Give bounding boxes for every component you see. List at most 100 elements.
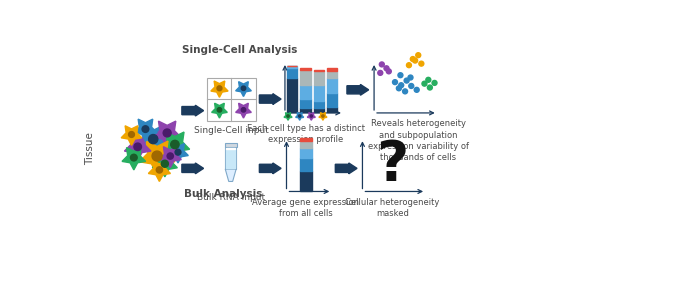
- Bar: [313, 71, 324, 85]
- Circle shape: [422, 81, 427, 86]
- Circle shape: [378, 70, 383, 75]
- Polygon shape: [211, 81, 228, 97]
- Circle shape: [407, 63, 411, 68]
- Circle shape: [167, 153, 173, 159]
- Bar: [301, 141, 312, 148]
- Circle shape: [156, 167, 163, 173]
- Text: Average gene expression
from all cells: Average gene expression from all cells: [252, 198, 359, 218]
- Circle shape: [322, 115, 324, 117]
- Bar: [226, 148, 235, 149]
- Polygon shape: [182, 163, 203, 174]
- Circle shape: [410, 57, 415, 62]
- Bar: [301, 85, 311, 99]
- Circle shape: [392, 80, 398, 85]
- Bar: [327, 71, 337, 78]
- Circle shape: [129, 132, 135, 137]
- Polygon shape: [259, 163, 281, 174]
- Circle shape: [415, 53, 421, 58]
- Bar: [327, 68, 337, 71]
- Bar: [327, 107, 337, 112]
- Bar: [287, 67, 297, 78]
- Circle shape: [134, 143, 141, 151]
- Polygon shape: [211, 103, 227, 118]
- Bar: [301, 138, 312, 141]
- Circle shape: [310, 115, 312, 117]
- Polygon shape: [153, 121, 181, 148]
- Polygon shape: [347, 84, 369, 95]
- Circle shape: [414, 87, 419, 92]
- Bar: [313, 100, 324, 108]
- Bar: [313, 70, 324, 71]
- Text: Single-Cell Analysis: Single-Cell Analysis: [182, 45, 298, 55]
- Polygon shape: [296, 113, 304, 120]
- Circle shape: [396, 86, 401, 91]
- Bar: [224, 143, 237, 147]
- Text: Tissue: Tissue: [86, 132, 95, 165]
- Polygon shape: [160, 132, 190, 160]
- Bar: [287, 66, 297, 67]
- Text: Bulk RNA input: Bulk RNA input: [197, 193, 265, 202]
- Polygon shape: [236, 103, 252, 118]
- Polygon shape: [139, 141, 175, 175]
- Polygon shape: [137, 125, 169, 156]
- Circle shape: [428, 85, 432, 90]
- Circle shape: [403, 89, 407, 94]
- Bar: [225, 147, 236, 169]
- Text: Single-Cell input: Single-Cell input: [194, 126, 269, 135]
- Circle shape: [398, 83, 404, 88]
- Bar: [301, 68, 311, 70]
- Circle shape: [404, 78, 409, 83]
- Circle shape: [163, 129, 171, 137]
- Polygon shape: [152, 153, 177, 177]
- Circle shape: [419, 61, 424, 66]
- Bar: [207, 78, 256, 121]
- Polygon shape: [319, 113, 327, 120]
- Circle shape: [241, 108, 245, 112]
- Text: ?: ?: [377, 137, 409, 192]
- Circle shape: [386, 69, 391, 74]
- Text: Bulk Analysis: Bulk Analysis: [184, 189, 262, 199]
- Text: Each cell type has a distinct
expression profile: Each cell type has a distinct expression…: [247, 124, 365, 144]
- Circle shape: [217, 108, 222, 112]
- Bar: [313, 108, 324, 112]
- Circle shape: [409, 84, 413, 88]
- Polygon shape: [148, 161, 171, 181]
- Circle shape: [217, 86, 222, 91]
- Polygon shape: [182, 105, 203, 116]
- Circle shape: [142, 126, 149, 132]
- Circle shape: [432, 81, 437, 85]
- Polygon shape: [134, 119, 157, 142]
- Circle shape: [299, 115, 301, 117]
- Circle shape: [161, 160, 169, 167]
- Polygon shape: [225, 169, 236, 181]
- Polygon shape: [124, 136, 151, 161]
- Bar: [313, 85, 324, 100]
- Text: Reveals heterogeneity
and subpopulation
expression variability of
thousands of c: Reveals heterogeneity and subpopulation …: [368, 119, 469, 162]
- Circle shape: [241, 86, 245, 91]
- Circle shape: [398, 73, 403, 78]
- Circle shape: [379, 62, 384, 67]
- Polygon shape: [159, 147, 182, 168]
- Bar: [301, 108, 311, 112]
- Circle shape: [408, 75, 413, 80]
- Polygon shape: [122, 148, 146, 170]
- Polygon shape: [284, 113, 292, 120]
- Bar: [226, 149, 235, 168]
- Bar: [301, 171, 312, 191]
- Polygon shape: [236, 82, 252, 96]
- Circle shape: [149, 134, 158, 144]
- Bar: [327, 78, 337, 93]
- Bar: [287, 78, 297, 112]
- Polygon shape: [168, 144, 188, 163]
- Bar: [301, 158, 312, 171]
- Polygon shape: [307, 113, 316, 120]
- Circle shape: [287, 115, 289, 117]
- Circle shape: [131, 154, 137, 161]
- Circle shape: [384, 66, 389, 71]
- Polygon shape: [121, 126, 142, 145]
- Circle shape: [175, 149, 181, 155]
- Polygon shape: [335, 163, 357, 174]
- Polygon shape: [259, 94, 281, 105]
- Circle shape: [171, 140, 179, 149]
- Circle shape: [413, 58, 418, 63]
